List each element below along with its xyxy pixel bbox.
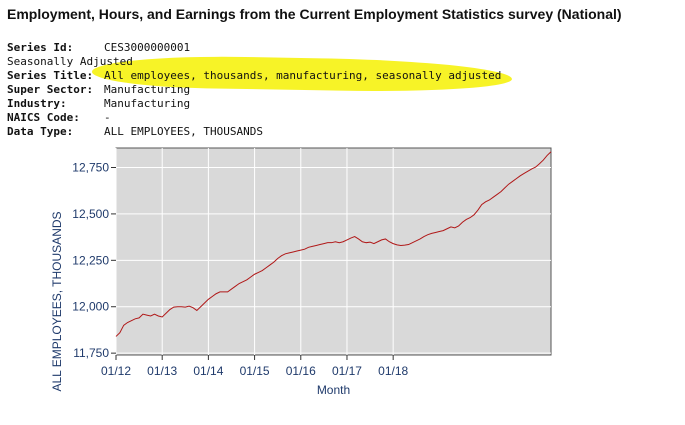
x-tick-label: 01/18	[378, 364, 408, 378]
x-axis-title: Month	[317, 383, 350, 397]
y-tick-label: 12,000	[72, 300, 109, 314]
y-tick-label: 12,750	[72, 160, 109, 174]
series-line	[115, 151, 552, 337]
meta-label: Series Id:	[7, 41, 74, 54]
y-axis-title: ALL EMPLOYEES, THOUSANDS	[50, 211, 64, 391]
x-tick-label: 01/14	[193, 364, 223, 378]
meta-value: All employees, thousands, manufacturing,…	[104, 69, 502, 82]
meta-row-naics: NAICS Code: -	[7, 111, 501, 125]
meta-value: ALL EMPLOYEES, THOUSANDS	[104, 125, 263, 138]
meta-value: Manufacturing	[104, 83, 191, 96]
page-title: Employment, Hours, and Earnings from the…	[7, 6, 622, 22]
meta-row-series-id: Series Id: CES3000000001	[7, 41, 501, 55]
x-tick-label: 01/17	[332, 364, 362, 378]
meta-label: Industry:	[7, 97, 67, 110]
tick-labels: 01/12 01/13 01/14 01/15 01/16 01/17 01/18 11,75…	[72, 160, 408, 378]
meta-row-super-sector: Super Sector: Manufacturing	[7, 83, 501, 97]
meta-label: Super Sector:	[7, 83, 94, 96]
series-metadata: Series Id: CES3000000001 Seasonally Adjus…	[7, 41, 501, 139]
meta-value: CES3000000001	[104, 41, 191, 54]
x-tick-label: 01/12	[101, 364, 131, 378]
meta-label: Data Type:	[7, 125, 74, 138]
meta-label: NAICS Code:	[7, 111, 80, 124]
axes	[111, 166, 394, 360]
meta-row-seasonal: Seasonally Adjusted	[7, 55, 501, 69]
meta-row-industry: Industry: Manufacturing	[7, 97, 501, 111]
meta-label: Series Title:	[7, 69, 94, 82]
plot-area	[115, 147, 552, 356]
meta-value: Manufacturing	[104, 97, 191, 110]
y-tick-label: 11,750	[73, 346, 109, 360]
x-tick-label: 01/15	[240, 364, 270, 378]
meta-value: -	[104, 111, 111, 124]
x-tick-label: 01/16	[286, 364, 316, 378]
x-tick-label: 01/13	[147, 364, 177, 378]
y-tick-label: 12,250	[72, 253, 109, 267]
meta-row-series-title: Series Title: All employees, thousands, m…	[7, 69, 501, 83]
meta-row-data-type: Data Type: ALL EMPLOYEES, THOUSANDS	[7, 125, 501, 139]
meta-value: Seasonally Adjusted	[7, 55, 133, 68]
y-tick-label: 12,500	[72, 207, 109, 221]
